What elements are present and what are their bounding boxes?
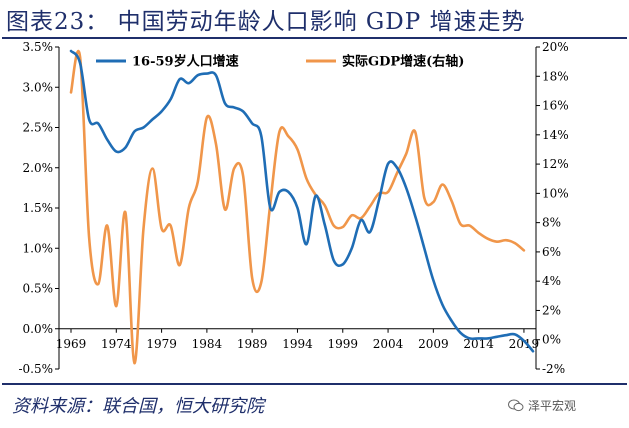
y-right-tick-label: 16%	[542, 99, 569, 113]
y-right-tick-label: 18%	[542, 69, 569, 83]
page-title: 图表23： 中国劳动年龄人口影响 GDP 增速走势	[6, 9, 526, 35]
x-tick-label: 1974	[101, 337, 132, 351]
x-tick-label: 2019	[509, 337, 540, 351]
legend-gdp-label: 实际GDP增速(右轴)	[342, 54, 464, 70]
y-left-tick-label: 1.5%	[23, 201, 54, 215]
title-divider	[2, 37, 627, 39]
y-right-tick-label: 6%	[542, 245, 561, 259]
x-tick-label: 1989	[237, 337, 268, 351]
x-tick-label: 1979	[146, 337, 177, 351]
legend-labor-label: 16-59岁人口增速	[132, 54, 239, 70]
wechat-icon	[508, 399, 524, 412]
y-right-tick-label: 20%	[542, 40, 569, 54]
y-left-tick-label: 3.0%	[23, 80, 54, 94]
watermark: 泽平宏观	[508, 397, 576, 414]
y-left-tick-label: 0.0%	[23, 322, 54, 336]
source-note: 资料来源：联合国，恒大研究院	[12, 396, 264, 417]
x-tick-label: 1984	[192, 337, 223, 351]
y-left-tick-label: -0.5%	[18, 362, 53, 376]
y-left-tick-label: 0.5%	[23, 282, 54, 296]
y-right-tick-label: 12%	[542, 157, 569, 171]
y-right-tick-label: 0%	[542, 333, 561, 347]
x-tick-label: 1994	[282, 337, 313, 351]
y-right-tick-label: -2%	[542, 362, 565, 376]
x-tick-label: 1999	[327, 337, 358, 351]
y-right-tick-label: 4%	[542, 274, 561, 288]
y-left-tick-label: 1.0%	[23, 241, 54, 255]
footer-divider	[2, 383, 627, 385]
y-right-tick-label: 8%	[542, 216, 561, 230]
y-left-tick-label: 2.0%	[23, 161, 54, 175]
y-right-tick-label: 14%	[542, 128, 569, 142]
y-left-tick-label: 3.5%	[23, 40, 54, 54]
x-tick-label: 1969	[56, 337, 87, 351]
labor-vs-gdp-chart: 3.5% 3.0% 2.5% 2.0% 1.5% 1.0% 0.5% 0.0% -0.5% 20%…	[18, 40, 569, 376]
labor-growth-line	[69, 49, 535, 353]
y-left-tick-label: 2.5%	[23, 121, 54, 135]
gdp-growth-line	[69, 49, 526, 365]
x-tick-label: 2004	[373, 337, 404, 351]
watermark-label: 泽平宏观	[528, 399, 577, 413]
y-right-tick-label: 2%	[542, 303, 561, 317]
x-tick-label: 2009	[418, 337, 449, 351]
y-right-tick-label: 10%	[542, 186, 569, 200]
x-tick-label: 2014	[463, 337, 494, 351]
